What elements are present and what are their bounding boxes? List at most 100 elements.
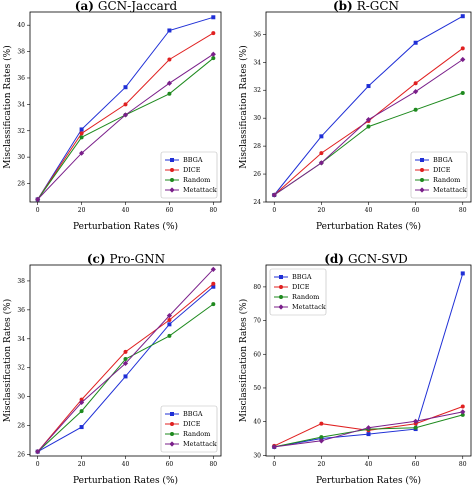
point-random <box>211 56 216 61</box>
point-bbga <box>413 40 418 45</box>
x-tick-label: 40 <box>122 461 130 468</box>
legend-marker <box>170 432 174 436</box>
point-metattack <box>166 80 173 86</box>
y-tick-label: 32 <box>17 128 25 135</box>
x-tick-label: 60 <box>166 207 174 214</box>
legend-marker <box>279 295 283 299</box>
y-tick-label: 28 <box>253 143 261 150</box>
point-dice <box>460 404 465 409</box>
point-random <box>366 124 371 129</box>
x-tick-label: 80 <box>459 207 467 214</box>
point-metattack <box>210 266 216 272</box>
legend-label: DICE <box>183 166 201 174</box>
x-tick-label: 0 <box>36 207 40 214</box>
point-random <box>413 107 418 112</box>
point-bbga <box>460 271 465 276</box>
legend-marker <box>169 187 175 193</box>
point-dice <box>460 46 465 51</box>
x-axis-label: Perturbation Rates (%) <box>316 221 421 232</box>
panel-title: (d) GCN-SVD <box>324 252 408 266</box>
legend-label: DICE <box>183 420 201 428</box>
legend-box <box>269 268 327 316</box>
legend-label: BBGA <box>433 156 453 164</box>
panel-name: R-GCN <box>357 0 399 13</box>
legend-box <box>160 151 218 199</box>
y-tick-label: 70 <box>253 318 261 325</box>
legend-label: Metattack <box>183 186 217 194</box>
y-tick-label: 38 <box>17 49 25 56</box>
panel-name: GCN-SVD <box>348 252 408 266</box>
y-tick-label: 30 <box>17 394 25 401</box>
point-random <box>413 425 418 430</box>
point-bbga <box>79 425 84 430</box>
panel-letter: (c) <box>87 252 106 266</box>
point-bbga <box>319 134 324 139</box>
legend: BBGA DICE Random Metattack <box>410 151 468 199</box>
point-bbga <box>123 85 128 90</box>
point-metattack <box>210 51 216 57</box>
x-tick-label: 20 <box>318 461 326 468</box>
point-bbga <box>79 127 84 132</box>
x-tick-label: 60 <box>412 461 420 468</box>
y-tick-label: 40 <box>17 22 25 29</box>
x-tick-label: 20 <box>78 207 86 214</box>
x-tick-label: 60 <box>412 207 420 214</box>
panel-title: (a) GCN-Jaccard <box>75 0 178 13</box>
legend: BBGA DICE Random Metattack <box>269 268 327 316</box>
point-metattack <box>413 89 419 95</box>
y-tick-label: 30 <box>253 452 261 459</box>
point-bbga <box>460 14 465 19</box>
x-tick-label: 20 <box>78 461 86 468</box>
legend-label: Random <box>183 176 210 184</box>
legend-marker <box>278 304 284 310</box>
legend-marker <box>420 178 424 182</box>
point-random <box>79 135 84 140</box>
legend-marker <box>170 422 174 426</box>
point-random <box>167 333 172 338</box>
point-metattack <box>122 360 129 366</box>
x-tick-label: 40 <box>122 207 130 214</box>
panel-2: (b) R-GCN 0 20 40 60 80 24 26 28 30 32 34 36 Perturbat… <box>238 0 472 232</box>
legend-label: BBGA <box>183 410 203 418</box>
legend-label: Metattack <box>292 303 326 311</box>
legend-label: Metattack <box>433 186 467 194</box>
y-tick-label: 24 <box>253 199 261 206</box>
y-tick-label: 30 <box>17 154 25 161</box>
point-metattack <box>271 192 277 198</box>
point-random <box>123 357 128 362</box>
point-metattack <box>35 196 41 202</box>
legend-label: Random <box>183 430 210 438</box>
legend-marker <box>170 412 174 416</box>
point-bbga <box>366 84 371 89</box>
y-tick-label: 32 <box>17 365 25 372</box>
x-tick-label: 0 <box>272 461 276 468</box>
point-random <box>460 91 465 96</box>
point-dice <box>319 421 324 426</box>
legend-marker <box>420 158 424 162</box>
panel-3: (c) Pro-GNN 0 20 40 60 80 26 28 30 32 34 36 38 Perturb… <box>2 252 222 486</box>
point-metattack <box>365 116 372 123</box>
y-tick-label: 34 <box>17 101 25 108</box>
x-tick-label: 80 <box>209 461 217 468</box>
legend-marker <box>279 275 283 279</box>
legend: BBGA DICE Random Metattack <box>160 405 218 453</box>
point-metattack <box>365 425 372 431</box>
x-axis-label: Perturbation Rates (%) <box>73 221 178 232</box>
point-metattack <box>78 399 85 406</box>
point-random <box>460 412 465 417</box>
point-dice <box>123 102 128 107</box>
y-axis-label: Misclassification Rates (%) <box>2 45 13 168</box>
point-dice <box>123 349 128 354</box>
point-dice <box>319 151 324 156</box>
y-tick-label: 28 <box>17 181 25 188</box>
point-dice <box>211 31 216 36</box>
panel-letter: (d) <box>324 252 344 266</box>
panel-letter: (a) <box>75 0 94 13</box>
point-metattack <box>122 112 129 118</box>
point-metattack <box>166 313 173 319</box>
legend: BBGA DICE Random Metattack <box>160 151 218 199</box>
y-tick-label: 34 <box>17 336 25 343</box>
x-tick-label: 80 <box>209 207 217 214</box>
legend-box <box>410 151 468 199</box>
